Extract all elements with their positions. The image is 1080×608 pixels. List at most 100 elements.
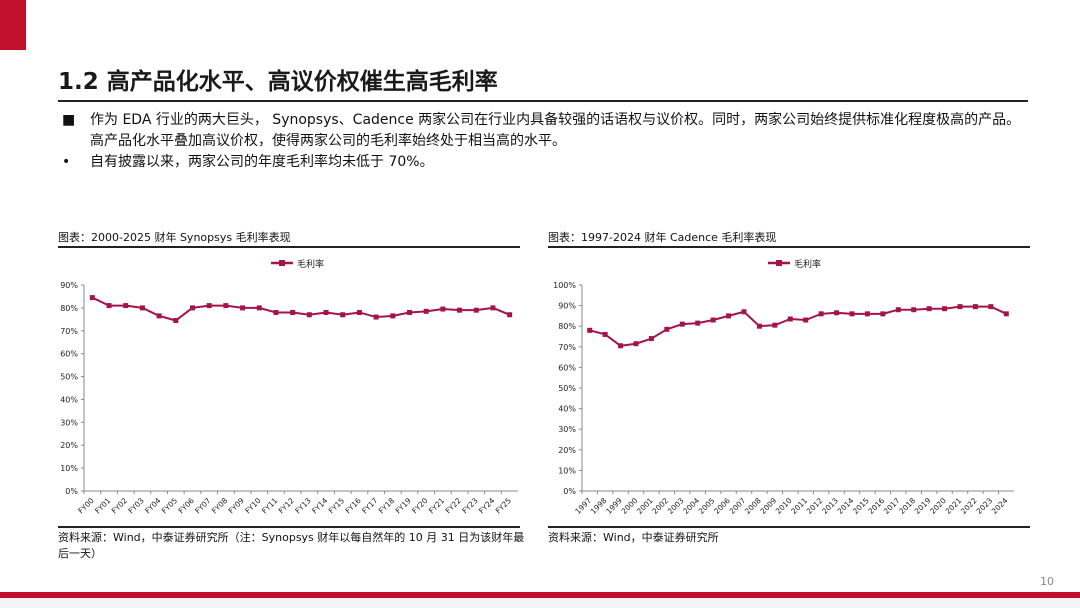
- x-tick-label: 2020: [928, 496, 948, 516]
- x-tick-label: 1999: [604, 496, 624, 516]
- data-point: [256, 305, 262, 311]
- x-tick-label: 2016: [866, 496, 886, 516]
- y-tick-label: 70%: [60, 327, 78, 336]
- data-point: [710, 317, 716, 323]
- x-tick-label: FY04: [143, 496, 163, 516]
- data-point: [373, 314, 379, 320]
- x-tick-label: FY03: [126, 496, 146, 516]
- series-line: [91, 296, 511, 322]
- x-tick-label: FY23: [460, 496, 480, 516]
- footer-strip: [0, 598, 1080, 608]
- x-tick-label: FY25: [494, 496, 514, 516]
- x-tick-label: FY02: [110, 496, 130, 516]
- data-point: [190, 305, 195, 311]
- y-tick-label: 10%: [60, 464, 78, 473]
- x-tick-label: FY09: [227, 496, 247, 516]
- data-point: [173, 317, 179, 323]
- page-number: 10: [1040, 575, 1054, 588]
- x-tick-label: 2004: [681, 496, 701, 516]
- x-tick-label: 2019: [913, 496, 933, 516]
- x-tick-label: 2011: [789, 496, 809, 516]
- data-point: [787, 316, 793, 322]
- source-note-cadence: 资料来源：Wind，中泰证券研究所: [548, 531, 719, 544]
- title-divider: [58, 100, 1028, 102]
- cadence-margin-chart: 毛利率 0% 10% 20% 30% 40% 50% 60% 70% 80% 90% 100% 1997…: [553, 258, 1014, 516]
- data-point: [587, 327, 593, 333]
- y-tick-label: 50%: [60, 373, 78, 382]
- x-tick-label: 1998: [589, 496, 609, 516]
- data-point: [818, 311, 824, 317]
- data-point: [849, 311, 855, 317]
- x-tick-label: 2009: [758, 496, 778, 516]
- x-tick-label: 2002: [650, 496, 670, 516]
- legend-marker: [279, 260, 285, 266]
- data-point: [323, 309, 329, 315]
- x-tick-label: FY24: [477, 496, 497, 516]
- x-tick-label: FY18: [377, 496, 397, 516]
- bullet-item: • 自有披露以来，两家公司的年度毛利率均未低于 70%。: [62, 152, 1022, 173]
- x-tick-label: 2007: [728, 496, 748, 516]
- chart-rule-top: [548, 246, 1030, 248]
- x-tick-label: FY20: [410, 496, 430, 516]
- data-point: [926, 306, 932, 312]
- x-tick-label: FY10: [243, 496, 263, 516]
- data-point: [695, 320, 701, 326]
- x-tick-label: 2001: [635, 496, 655, 516]
- footer-bar: [0, 592, 1080, 598]
- x-tick-label: 2010: [774, 496, 794, 516]
- x-tick-label: 2015: [851, 496, 871, 516]
- legend-marker: [776, 260, 782, 266]
- x-tick-label: FY15: [327, 496, 347, 516]
- x-tick-label: FY13: [293, 496, 313, 516]
- x-tick-label: 2012: [805, 496, 825, 516]
- y-tick-label: 30%: [60, 418, 78, 427]
- data-point: [223, 303, 229, 309]
- x-tick-label: FY12: [277, 496, 297, 516]
- data-point: [139, 305, 145, 311]
- x-tick-label: FY16: [343, 496, 363, 516]
- synopsys-margin-chart: 毛利率 0% 10% 20% 30% 40% 50% 60% 70% 80% 90% FY00FY01…: [60, 258, 518, 516]
- data-point: [240, 305, 246, 311]
- x-tick-label: FY07: [193, 496, 213, 516]
- data-point: [957, 304, 963, 310]
- square-bullet-icon: ■: [62, 112, 76, 128]
- data-point: [633, 341, 639, 347]
- data-point: [340, 312, 346, 318]
- data-point: [89, 295, 95, 301]
- x-tick-label: 2021: [944, 496, 964, 516]
- source-note-synopsys: 资料来源：Wind，中泰证券研究所（注：Synopsys 财年以每自然年的 10…: [58, 531, 525, 560]
- data-point: [756, 323, 762, 329]
- series-line: [589, 305, 1007, 347]
- data-point: [741, 309, 747, 315]
- data-point: [648, 336, 654, 342]
- chart-caption-synopsys: 图表：2000-2025 财年 Synopsys 毛利率表现: [58, 231, 291, 244]
- chart-rule-bottom: [548, 526, 1030, 528]
- data-point: [106, 303, 112, 309]
- bullet-text: 作为 EDA 行业的两大巨头， Synopsys、Cadence 两家公司在行业…: [90, 112, 1021, 149]
- data-point: [457, 307, 463, 313]
- chart-caption-cadence: 图表：1997-2024 财年 Cadence 毛利率表现: [548, 231, 777, 244]
- dot-bullet-icon: •: [62, 154, 71, 170]
- x-tick-label: 2006: [712, 496, 732, 516]
- data-point: [423, 308, 429, 314]
- y-tick-label: 40%: [558, 405, 576, 414]
- y-tick-label: 70%: [558, 343, 576, 352]
- x-tick-label: 1997: [573, 496, 593, 516]
- chart-legend: 毛利率: [271, 258, 324, 270]
- x-tick-label: 2000: [620, 496, 640, 516]
- x-tick-label: 2023: [974, 496, 994, 516]
- data-point: [407, 309, 412, 315]
- data-point: [1003, 311, 1009, 317]
- x-tick-label: 2017: [882, 496, 902, 516]
- y-tick-label: 50%: [558, 384, 576, 393]
- data-point: [942, 306, 948, 312]
- y-tick-label: 80%: [60, 304, 78, 313]
- y-tick-label: 100%: [553, 281, 576, 290]
- x-tick-label: FY08: [210, 496, 230, 516]
- data-point: [273, 309, 279, 315]
- y-tick-label: 40%: [60, 395, 78, 404]
- y-tick-label: 20%: [60, 441, 78, 450]
- page-title: 1.2 高产品化水平、高议价权催生高毛利率: [58, 69, 498, 95]
- bullet-item: ■ 作为 EDA 行业的两大巨头， Synopsys、Cadence 两家公司在…: [62, 110, 1022, 152]
- data-point: [618, 343, 624, 349]
